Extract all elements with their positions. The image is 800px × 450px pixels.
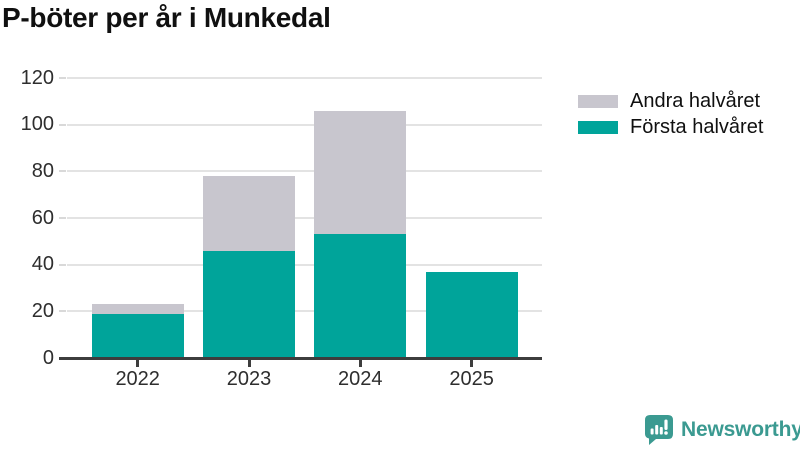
bar-2024-forsta (314, 234, 407, 358)
y-tick-label-80: 80 (31, 159, 54, 182)
gridline-20 (67, 310, 542, 313)
plot-area (67, 77, 542, 358)
y-tick-80 (59, 170, 66, 173)
bar-2022-forsta (91, 313, 184, 358)
gridline-100 (67, 123, 542, 126)
bar-2023-andra (203, 176, 295, 251)
newsworthy-logo: Newsworthy (645, 415, 800, 445)
x-axis-line (59, 357, 542, 360)
y-tick-40 (59, 263, 66, 266)
legend-label-1: Första halvåret (630, 115, 764, 138)
gridline-60 (67, 217, 542, 219)
chart-title: P-böter per år i Munkedal (2, 2, 331, 33)
y-tick-label-40: 40 (31, 253, 54, 276)
x-tick-2025 (470, 360, 474, 367)
legend-item-1: Första halvåret (578, 114, 763, 140)
y-tick-label-60: 60 (31, 206, 54, 229)
y-tick-label-20: 20 (31, 299, 54, 322)
x-tick-2024 (358, 360, 362, 367)
gridline-40 (67, 263, 542, 266)
y-tick-120 (59, 77, 66, 79)
y-tick-label-0: 0 (42, 346, 54, 369)
y-tick-60 (59, 217, 66, 219)
gridline-120 (67, 77, 542, 79)
bar-2025-forsta (425, 271, 518, 358)
x-tick-label-2022: 2022 (115, 368, 160, 390)
x-tick-2023 (247, 360, 251, 367)
bar-2024-andra (314, 110, 407, 235)
y-tick-20 (59, 310, 66, 313)
legend-swatch-0 (578, 94, 618, 108)
x-tick-2022 (136, 360, 140, 367)
y-tick-label-100: 100 (20, 113, 54, 136)
gridline-80 (67, 170, 542, 173)
bar-2023-forsta (203, 250, 295, 358)
legend-item-0: Andra halvåret (578, 88, 763, 114)
legend: Andra halvåret Första halvåret (578, 88, 763, 140)
x-tick-label-2023: 2023 (226, 368, 272, 390)
x-tick-label-2025: 2025 (449, 368, 494, 390)
legend-label-0: Andra halvåret (630, 89, 761, 112)
newsworthy-logo-text: Newsworthy (681, 418, 800, 441)
newsworthy-logo-icon (645, 415, 673, 445)
y-tick-100 (59, 123, 66, 126)
legend-swatch-1 (578, 120, 618, 134)
x-tick-label-2024: 2024 (338, 368, 383, 390)
bar-2022-andra (91, 304, 184, 314)
y-tick-label-120: 120 (20, 66, 54, 89)
